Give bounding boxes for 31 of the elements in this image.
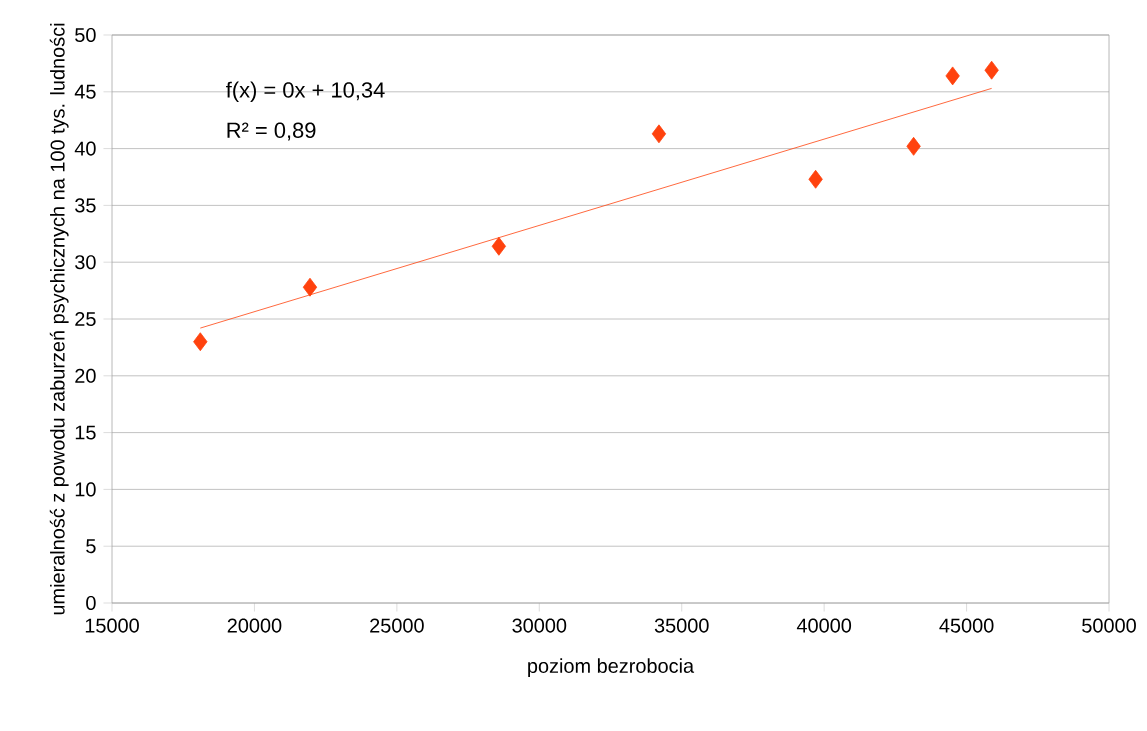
x-tick-label: 15000 [85, 618, 139, 633]
y-tick-label: 45 [74, 84, 96, 99]
y-tick-label: 30 [75, 255, 96, 270]
point [193, 332, 208, 352]
y-tick-label: 20 [75, 368, 96, 383]
point [808, 169, 823, 189]
x-tick-label: 25000 [370, 618, 424, 633]
x-tick-label: 35000 [654, 618, 709, 633]
y-tick-label: 35 [75, 198, 96, 213]
y-tick-label: 50 [75, 27, 96, 43]
x-tick-label: 45000 [939, 618, 994, 633]
y-tick-label: 0 [86, 595, 96, 611]
point [906, 136, 921, 156]
x-tick-label: 40000 [796, 618, 852, 633]
y-tick-label: 10 [75, 482, 96, 497]
y-axis-title: umieralność z powodu zaburzeń psychicznych na 100 tys. ludności [49, 23, 69, 615]
y-tick-label: 40 [74, 141, 96, 156]
point [491, 236, 506, 256]
y-tick-label: 15 [75, 425, 96, 440]
x-tick-label: 20000 [227, 618, 282, 633]
y-tick-label: 5 [86, 539, 96, 554]
point [651, 124, 667, 144]
x-tick-label: 30000 [512, 618, 567, 633]
x-tick-label: 50000 [1082, 618, 1136, 633]
y-tick-label: 25 [75, 311, 96, 327]
point [302, 277, 318, 297]
point [945, 66, 960, 86]
annotation: R² = 0,89 [227, 122, 316, 141]
point [984, 60, 999, 80]
x-axis-title: poziom bezrobocia [528, 658, 695, 677]
annotation: f(x) = 0x + 10,34 [226, 81, 385, 102]
